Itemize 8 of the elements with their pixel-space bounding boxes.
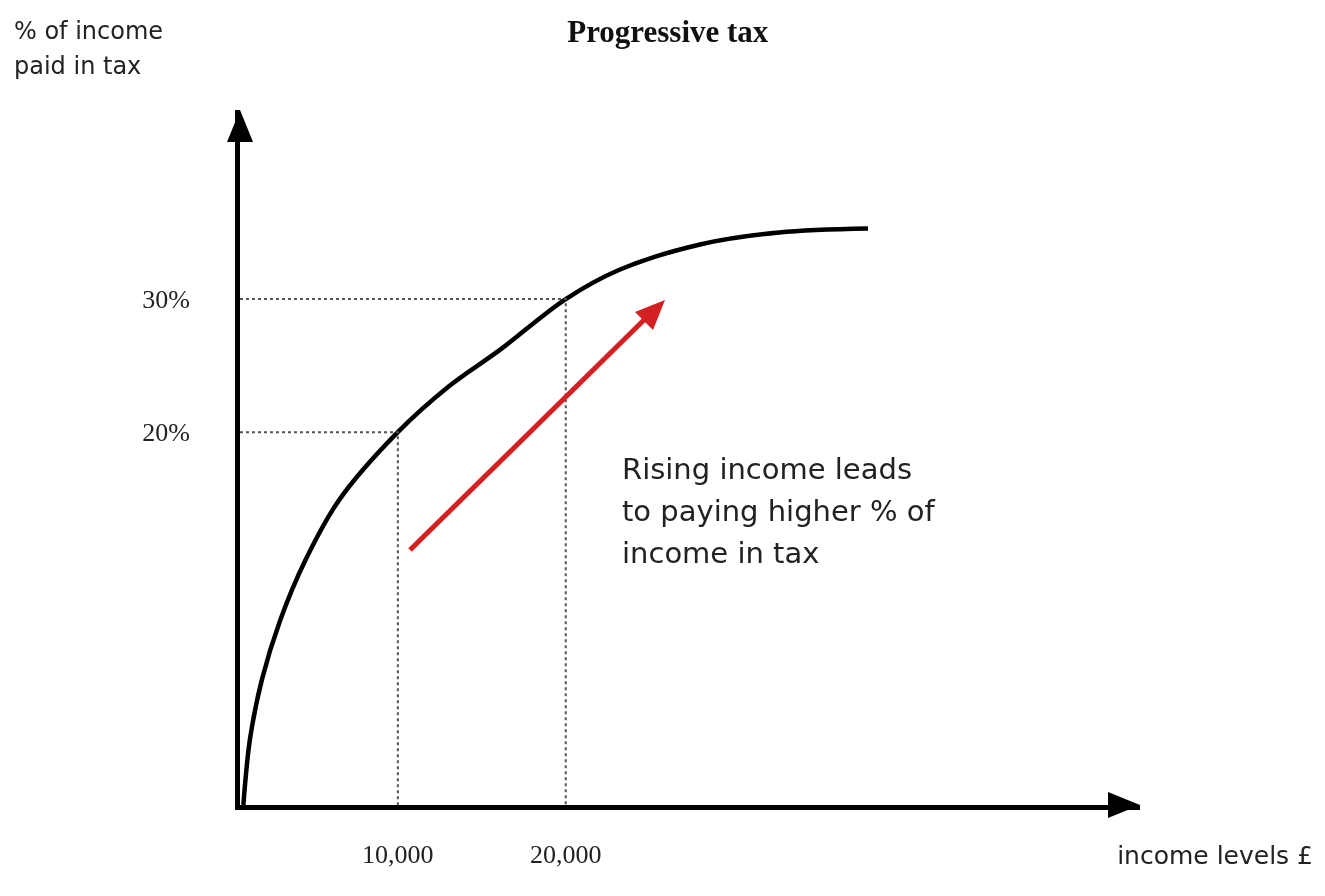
x-axis-title: income levels £ [1117,840,1313,872]
y-tick-label: 30% [142,285,190,315]
annotation: Rising income leads to paying higher % of income in tax [622,451,935,573]
y-axis-title: % of income paid in tax [14,16,164,82]
y-tick-label: 20% [142,418,190,448]
x-tick-label: 20,000 [530,840,602,870]
x-tick-label: 10,000 [362,840,434,870]
chart-title: Progressive tax [567,14,769,50]
